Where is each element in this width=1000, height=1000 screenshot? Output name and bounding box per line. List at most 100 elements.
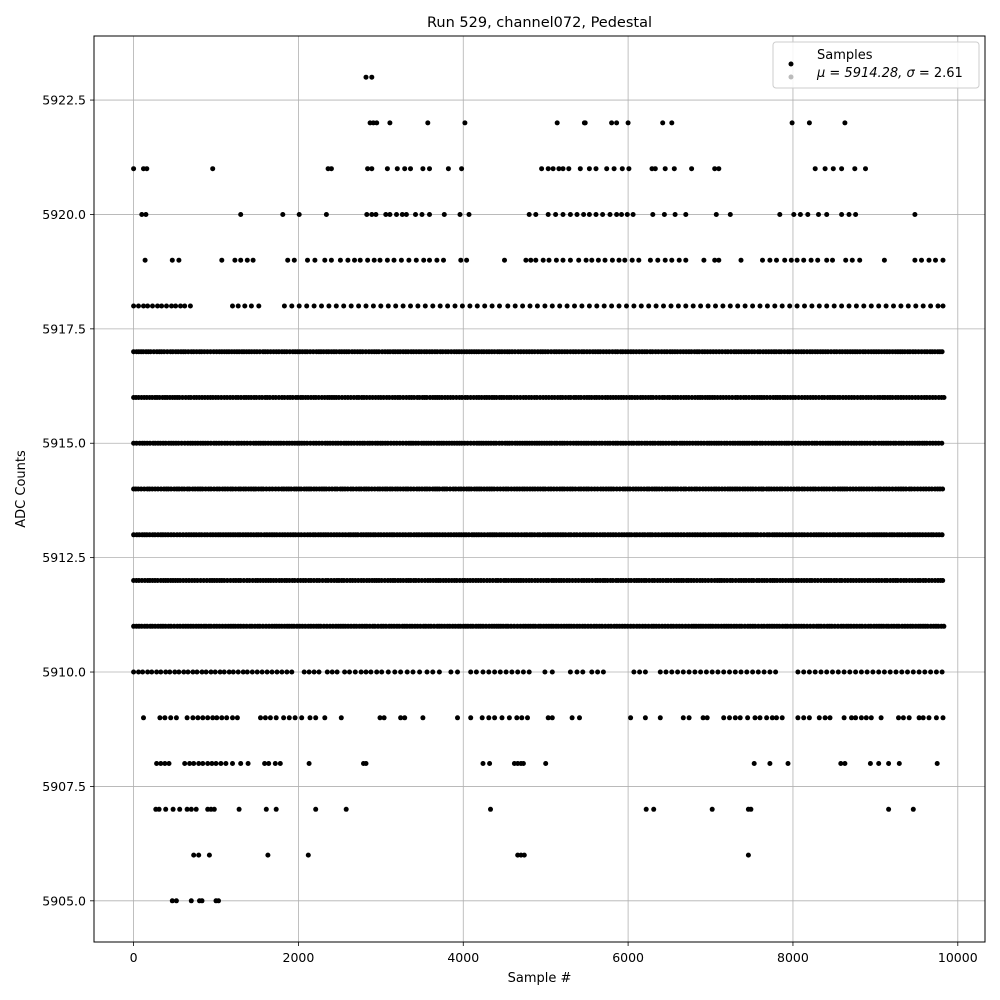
data-point (727, 303, 733, 309)
data-point (886, 806, 892, 812)
data-point (671, 166, 677, 172)
data-point (939, 440, 945, 446)
data-point (549, 715, 555, 721)
data-point (716, 257, 722, 263)
data-point (835, 669, 841, 675)
data-point (794, 257, 800, 263)
data-point (839, 212, 845, 217)
data-point (647, 257, 653, 263)
data-point (519, 715, 525, 721)
data-point (269, 669, 275, 675)
data-point (190, 669, 196, 675)
data-point (567, 669, 573, 675)
data-point (661, 212, 667, 217)
data-point (631, 669, 637, 675)
data-point (167, 669, 173, 675)
data-point (675, 303, 681, 309)
data-point (307, 715, 313, 721)
data-point (680, 715, 686, 721)
data-point (313, 806, 319, 812)
data-point (751, 761, 757, 766)
data-point (199, 669, 205, 675)
data-point (455, 669, 460, 675)
data-point (264, 669, 270, 675)
data-point (357, 257, 363, 263)
data-point (564, 303, 570, 309)
data-point (920, 715, 926, 721)
data-point (417, 669, 423, 675)
data-point (831, 303, 837, 309)
data-point (430, 303, 436, 309)
data-point (868, 715, 874, 721)
data-point (887, 669, 893, 675)
data-point (224, 715, 230, 721)
data-point (863, 715, 869, 721)
data-point (415, 303, 421, 309)
data-point (262, 715, 268, 721)
data-point (867, 761, 873, 766)
data-point (311, 669, 317, 675)
data-point (525, 715, 530, 721)
data-point (301, 669, 307, 675)
data-point (262, 761, 268, 766)
data-point (745, 852, 751, 858)
data-point (234, 715, 240, 721)
data-point (941, 395, 947, 400)
data-point (210, 715, 216, 721)
data-point (876, 303, 882, 309)
data-point (356, 303, 362, 309)
data-point (184, 715, 190, 721)
x-tick-label: 8000 (777, 950, 809, 965)
data-point (715, 669, 721, 675)
data-point (169, 303, 174, 309)
data-point (363, 761, 369, 766)
data-point (794, 303, 800, 309)
data-point (933, 257, 938, 263)
data-point (394, 166, 400, 172)
data-point (467, 303, 473, 309)
data-point (560, 212, 566, 217)
data-point (651, 806, 657, 812)
data-point (377, 257, 383, 263)
data-point (441, 257, 446, 263)
data-point (280, 212, 286, 217)
data-point (838, 761, 844, 766)
data-point (333, 303, 339, 309)
data-point (818, 669, 824, 675)
data-point (642, 669, 648, 675)
data-point (934, 761, 940, 766)
data-point (878, 715, 884, 721)
data-point (661, 303, 666, 309)
data-point (638, 303, 644, 309)
data-point (619, 212, 624, 217)
data-point (384, 257, 390, 263)
x-axis-ticks: 0 2000 4000 6000 8000 10000 (130, 942, 978, 965)
data-point (602, 257, 608, 263)
data-point (738, 257, 744, 263)
data-point (369, 74, 375, 80)
data-point (572, 303, 577, 309)
data-point (542, 669, 548, 675)
data-point (212, 669, 218, 675)
data-point (600, 669, 606, 675)
data-point (368, 669, 374, 675)
data-point (363, 669, 369, 675)
data-point (206, 852, 212, 858)
data-point (669, 669, 675, 675)
data-point (868, 303, 874, 309)
data-point (177, 806, 183, 812)
data-point (839, 303, 845, 309)
legend-marker-stats (788, 74, 794, 80)
data-point (625, 120, 631, 126)
data-point (211, 806, 217, 812)
data-point (289, 669, 295, 675)
data-point (378, 303, 384, 309)
data-point (502, 257, 507, 263)
data-point (223, 761, 229, 766)
data-point (188, 898, 194, 904)
data-point (795, 669, 801, 675)
data-point (534, 303, 540, 309)
data-point (928, 669, 934, 675)
data-point (690, 303, 696, 309)
